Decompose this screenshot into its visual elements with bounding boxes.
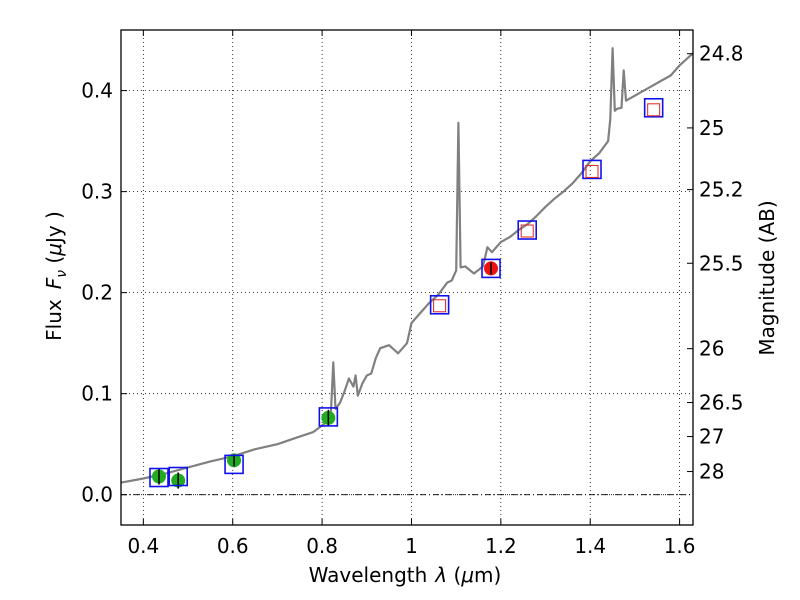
x-axis-label-symbol: λ [434,563,447,587]
x-axis-label-unit-rest: m) [474,563,501,587]
red-open-square [433,299,447,313]
grid [121,30,693,525]
ticks: 0.4 0.6 0.8 1 1.2 1.4 1.6 0.0 0.1 0.2 0.3 0.4 24.8 25… [81,30,744,558]
y-tick-label: 0.4 [81,79,113,103]
y-tick-label: 0.3 [81,180,113,204]
mag-tick-label: 28 [699,460,724,484]
x-axis-label: Wavelength λ (μm) [309,563,502,587]
x-tick-label: 1.2 [485,534,517,558]
y-axis-label-unit-rest: Jy ) [42,211,66,245]
model-photometry-square [168,466,188,487]
y-axis-label-unit-mu: μ [42,243,66,257]
mag-tick-label: 25.5 [699,251,744,275]
mag-tick-label: 26 [699,337,724,361]
x-tick-label: 1 [405,534,418,558]
y-axis-label: Flux Fν (μJy ) [42,211,70,341]
spectrum-line [120,47,694,484]
y-tick-label: 0.0 [81,483,113,507]
model-photometry-square [429,294,450,315]
plot-background [121,30,693,525]
mag-tick-label: 27 [699,425,724,449]
y-tick-label: 0.2 [81,281,113,305]
x-tick-label: 1.4 [574,534,606,558]
x-axis-label-unit-mu: μ [460,563,474,587]
x-axis-label-unit-open: ( [447,563,461,587]
mag-tick-label: 25 [699,116,724,140]
y-axis-label-unit-open: ( [42,256,66,270]
red-open-square [520,224,534,238]
right-axis-label: Magnitude (AB) [755,200,779,355]
model-photometry-square [318,407,339,427]
model-photometry-square [481,258,501,279]
model-photometry-square [517,220,538,240]
mag-tick-label: 25.2 [699,178,744,202]
x-tick-label: 1.6 [664,534,696,558]
x-tick-label: 0.4 [127,534,159,558]
x-tick-label: 0.8 [306,534,338,558]
model-photometry-square [582,159,602,180]
points-layer [149,97,664,489]
y-tick-label: 0.1 [81,382,113,406]
model-photometry-square [149,467,169,488]
x-tick-label: 0.6 [217,534,249,558]
spectrum-layer [120,47,694,484]
y-axis-label-symbol: F [42,277,66,289]
y-axis-label-text: Flux [42,299,66,341]
plot-frame [120,29,694,526]
mag-tick-label: 26.5 [699,391,744,415]
mag-tick-label: 24.8 [699,42,744,66]
red-open-square [647,103,661,117]
x-axis-label-text: Wavelength [309,563,428,587]
model-photometry-square [224,454,244,475]
y-axis-label-subscript: ν [54,270,70,278]
red-open-square [585,164,599,178]
model-photometry-square [643,97,664,118]
